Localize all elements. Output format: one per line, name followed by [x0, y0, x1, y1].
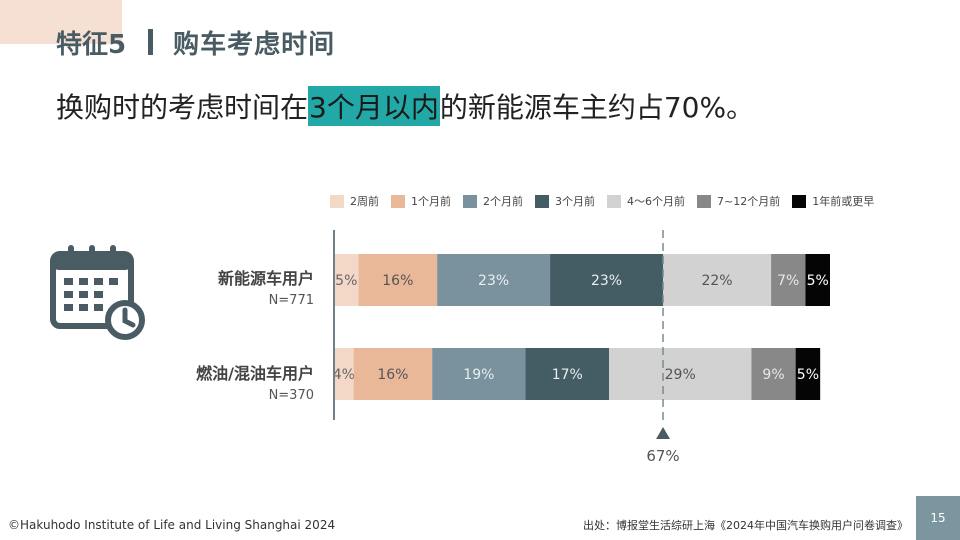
- page-number: 15: [916, 496, 960, 540]
- legend-swatch: [792, 194, 807, 208]
- bar-segment: [805, 254, 830, 306]
- group-name: 燃油/混油车用户: [196, 364, 314, 383]
- bar-segment: [771, 254, 806, 306]
- bar-segment: [751, 348, 796, 400]
- data-label: 19%: [463, 367, 494, 383]
- corner-decoration: [0, 0, 122, 44]
- data-label: 29%: [665, 367, 696, 383]
- legend-swatch: [391, 194, 405, 208]
- feature-label: 特征5: [56, 29, 127, 60]
- data-label: 7%: [777, 273, 799, 289]
- data-label: 23%: [478, 273, 509, 289]
- bar-segment: [334, 348, 354, 400]
- bar-segment: [663, 254, 772, 306]
- data-label: 16%: [377, 367, 408, 383]
- data-label: 5%: [335, 273, 357, 289]
- group-name: 新能源车用户: [217, 269, 314, 288]
- legend-swatch: [330, 194, 344, 208]
- data-label: 5%: [797, 367, 819, 383]
- chart-legend: 2周前 1个月前 2个月前 3个月前 4～6个月前 7~12个月前 1年前或更早: [330, 193, 874, 209]
- bar-segment: [358, 254, 438, 306]
- copyright: ©Hakuhodo Institute of Life and Living S…: [8, 518, 336, 532]
- legend-label: 1年前或更早: [812, 195, 875, 208]
- data-label: 9%: [762, 367, 784, 383]
- legend-item: 2周前: [330, 193, 379, 209]
- legend-label: 1个月前: [411, 195, 451, 208]
- legend-item: 3个月前: [535, 193, 595, 209]
- legend-item: 1年前或更早: [792, 193, 874, 209]
- bar-segment: [432, 348, 526, 400]
- legend-label: 7~12个月前: [717, 195, 781, 208]
- bar-segment: [550, 254, 664, 306]
- title-separator: [148, 29, 154, 55]
- title-text: 购车考虑时间: [173, 29, 336, 60]
- page-title: 特征5 购车考虑时间: [56, 24, 335, 60]
- bar-segment: [353, 348, 433, 400]
- legend-swatch: [535, 194, 549, 208]
- legend-item: 4～6个月前: [607, 193, 685, 209]
- legend-swatch: [607, 194, 621, 208]
- reference-marker: [656, 427, 671, 439]
- legend-swatch: [697, 194, 711, 208]
- legend-swatch: [463, 194, 477, 208]
- bar-segment: [795, 348, 821, 400]
- legend-item: 1个月前: [391, 193, 451, 209]
- reference-label: 67%: [646, 447, 679, 465]
- legend-item: 7~12个月前: [697, 193, 780, 209]
- bar-segment: [437, 254, 551, 306]
- headline-highlight: 3个月以内: [308, 86, 440, 126]
- bar-segment: [334, 254, 359, 306]
- legend-label: 4～6个月前: [627, 195, 685, 208]
- legend-label: 2个月前: [483, 195, 523, 208]
- group-label-ice: 燃油/混油车用户 N=370: [196, 364, 314, 405]
- data-label: 16%: [382, 273, 413, 289]
- legend-item: 2个月前: [463, 193, 523, 209]
- group-label-nev: 新能源车用户 N=771: [218, 269, 314, 310]
- headline: 换购时的考虑时间在 3个月以内 的新能源车主约占70%。: [56, 84, 754, 128]
- bar-segment: [525, 348, 610, 400]
- source-note: 出处：博报堂生活综研上海《2024年中国汽车换购用户问卷调查》: [583, 519, 908, 532]
- data-label: 5%: [807, 273, 829, 289]
- data-label: 4%: [333, 367, 355, 383]
- data-label: 23%: [591, 273, 622, 289]
- headline-prefix: 换购时的考虑时间在: [56, 91, 309, 124]
- legend-label: 2周前: [350, 195, 379, 208]
- calendar-clock-icon: [50, 245, 145, 340]
- bar-segment: [609, 348, 752, 400]
- data-label: 17%: [552, 367, 583, 383]
- sample-size: N=370: [268, 388, 314, 403]
- legend-label: 3个月前: [555, 195, 595, 208]
- headline-suffix: 的新能源车主约占70%。: [439, 91, 755, 124]
- sample-size: N=771: [268, 293, 314, 308]
- data-label: 22%: [701, 273, 732, 289]
